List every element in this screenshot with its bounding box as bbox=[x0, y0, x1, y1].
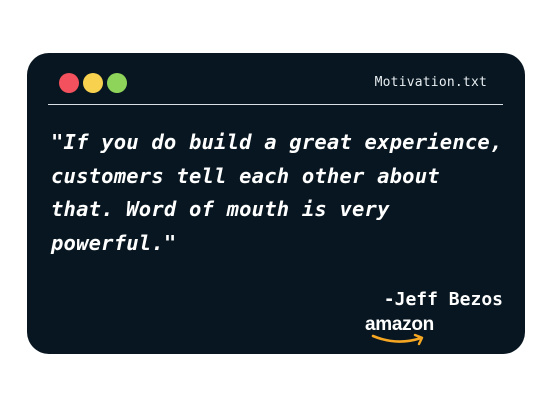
amazon-logo-text: amazon bbox=[365, 314, 434, 335]
quote-author: -Jeff Bezos bbox=[383, 289, 503, 310]
quote-text: "If you do build a great experience, cus… bbox=[51, 130, 503, 255]
amazon-logo: amazon bbox=[365, 314, 455, 348]
close-window-dot[interactable] bbox=[59, 73, 79, 93]
terminal-window: Motivation.txt "If you do build a great … bbox=[27, 53, 525, 354]
window-filename: Motivation.txt bbox=[374, 75, 487, 90]
minimize-window-dot[interactable] bbox=[83, 73, 103, 93]
header-divider bbox=[48, 104, 503, 105]
maximize-window-dot[interactable] bbox=[107, 73, 127, 93]
window-controls bbox=[59, 73, 127, 93]
amazon-smile-arrow-icon bbox=[371, 333, 424, 346]
